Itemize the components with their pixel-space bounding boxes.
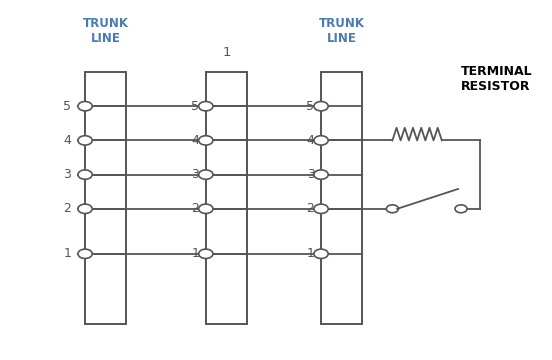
Text: 3: 3: [192, 168, 199, 181]
Bar: [206, 72, 247, 324]
Text: 5: 5: [306, 100, 315, 113]
Text: TERMINAL
RESISTOR: TERMINAL RESISTOR: [461, 65, 533, 93]
Circle shape: [314, 204, 328, 213]
Text: 4: 4: [306, 134, 315, 147]
Text: 4: 4: [192, 134, 199, 147]
Circle shape: [386, 205, 399, 213]
Text: 2: 2: [63, 202, 71, 215]
Circle shape: [314, 136, 328, 145]
Text: 1: 1: [192, 247, 199, 260]
Circle shape: [314, 102, 328, 111]
Circle shape: [199, 249, 213, 258]
Bar: [321, 72, 362, 324]
Text: 1: 1: [306, 247, 315, 260]
Text: 5: 5: [191, 100, 199, 113]
Text: 5: 5: [63, 100, 71, 113]
Circle shape: [314, 170, 328, 179]
Circle shape: [199, 102, 213, 111]
Circle shape: [78, 204, 92, 213]
Circle shape: [455, 205, 467, 213]
Text: TRUNK
LINE: TRUNK LINE: [83, 17, 129, 45]
Text: 3: 3: [63, 168, 71, 181]
Circle shape: [314, 249, 328, 258]
Text: 2: 2: [192, 202, 199, 215]
Bar: [85, 72, 126, 324]
Text: 3: 3: [306, 168, 315, 181]
Text: TRUNK
LINE: TRUNK LINE: [319, 17, 365, 45]
Circle shape: [199, 136, 213, 145]
Circle shape: [78, 102, 92, 111]
Circle shape: [78, 136, 92, 145]
Text: 2: 2: [306, 202, 315, 215]
Text: 1: 1: [63, 247, 71, 260]
Text: 4: 4: [63, 134, 71, 147]
Text: 1: 1: [222, 46, 231, 59]
Circle shape: [78, 170, 92, 179]
Circle shape: [199, 204, 213, 213]
Circle shape: [78, 249, 92, 258]
Circle shape: [199, 170, 213, 179]
